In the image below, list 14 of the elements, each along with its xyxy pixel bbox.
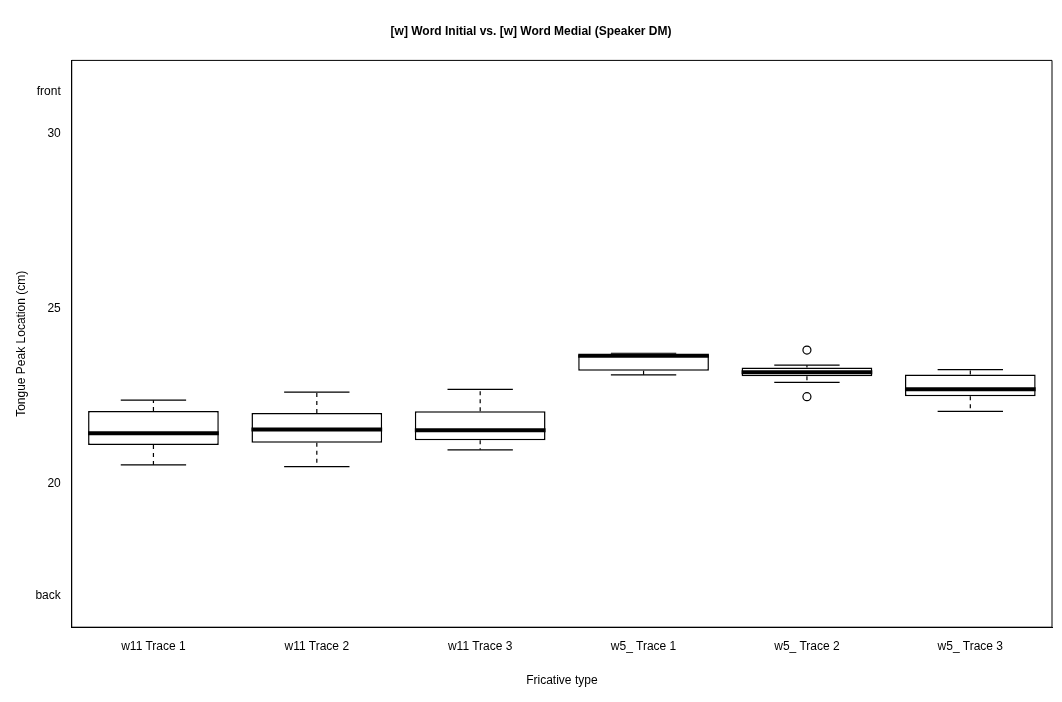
x-tick-label: w11 Trace 2 (283, 638, 350, 653)
y-tick-label: back (35, 588, 62, 603)
x-tick-label: w11 Trace 3 (446, 638, 513, 653)
chart-title: [w] Word Initial vs. [w] Word Medial (Speaker DM) (390, 23, 672, 38)
x-axis-title: Fricative type (526, 673, 598, 688)
x-tick-label: w5_ Trace 1 (609, 638, 677, 653)
x-tick-label: w11 Trace 1 (120, 638, 186, 653)
y-tick-label: 30 (47, 126, 62, 141)
y-tick-label: 25 (47, 301, 62, 316)
y-tick-label: front (36, 84, 62, 99)
x-tick-label: w5_ Trace 3 (936, 638, 1004, 653)
x-tick-label: w5_ Trace 2 (773, 638, 840, 653)
y-axis-title: Tongue Peak Location (cm) (13, 270, 28, 417)
y-tick-label: 20 (47, 476, 62, 491)
